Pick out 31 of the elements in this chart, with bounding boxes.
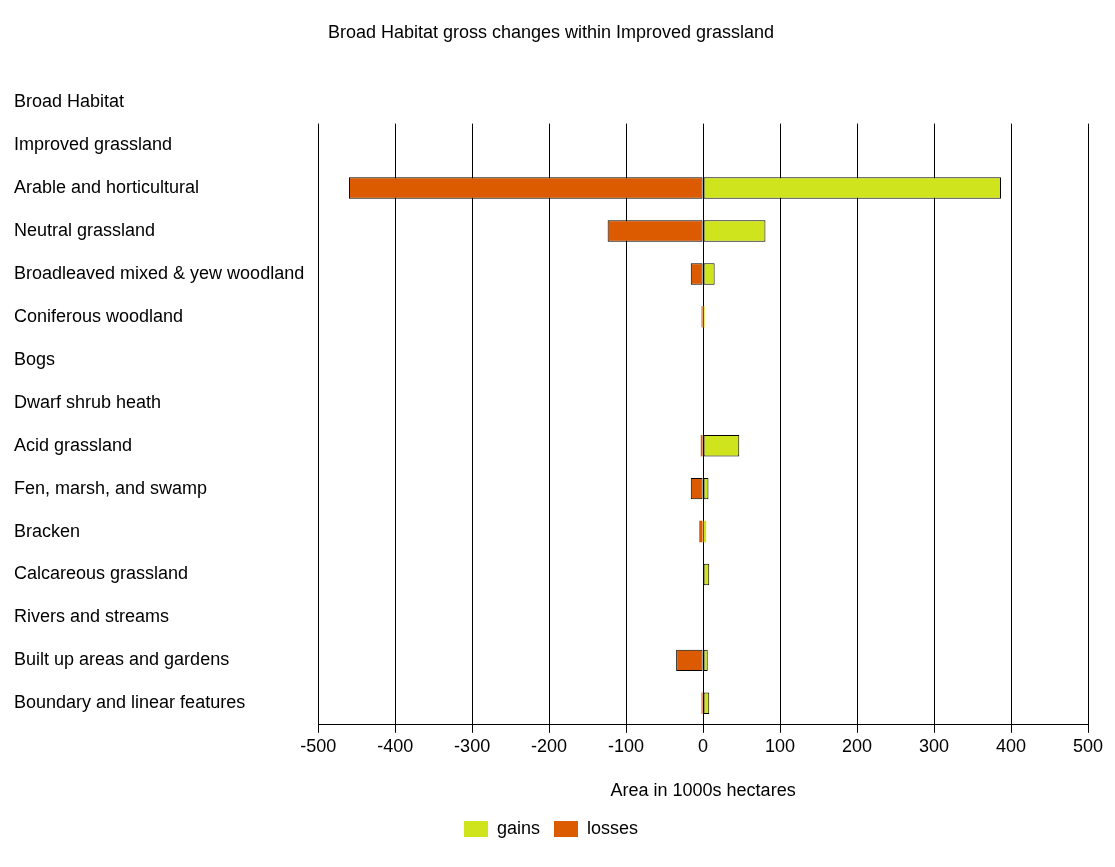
y-tick-label: Broadleaved mixed & yew woodland — [14, 262, 305, 283]
x-tick-label: 400 — [995, 735, 1027, 756]
x-axis-title: Area in 1000s hectares — [610, 780, 796, 801]
x-tick-label: 300 — [919, 735, 950, 756]
y-tick-label: Calcareous grassland — [14, 563, 189, 584]
y-tick-label: Fen, marsh, and swamp — [14, 477, 208, 498]
y-tick-label: Built up areas and gardens — [14, 649, 230, 670]
y-axis-title: Broad Habitat — [14, 91, 125, 112]
y-tick-label: Rivers and streams — [14, 606, 170, 627]
legend-label: losses — [587, 817, 639, 838]
legend-label: gains — [496, 817, 541, 838]
x-tick-label: -400 — [377, 735, 414, 756]
x-tick-label: -300 — [454, 735, 491, 756]
x-tick-label: -200 — [531, 735, 568, 756]
y-tick-label: Bracken — [14, 520, 81, 541]
x-tick-label: 100 — [765, 735, 796, 756]
y-tick-label: Dwarf shrub heath — [14, 391, 162, 412]
x-tick-label: 500 — [1072, 735, 1104, 756]
x-tick-label: 200 — [842, 735, 873, 756]
y-tick-label: Arable and horticultural — [14, 176, 200, 197]
y-tick-label: Bogs — [14, 348, 56, 369]
y-tick-label: Acid grassland — [14, 434, 133, 455]
y-tick-label: Neutral grassland — [14, 219, 156, 240]
bar — [699, 520, 703, 543]
y-tick-label: Boundary and linear features — [14, 692, 246, 713]
chart-title: Broad Habitat gross changes within Improved grassland — [327, 21, 775, 42]
y-tick-label: Coniferous woodland — [14, 305, 184, 326]
y-tick-label: Improved grassland — [14, 134, 173, 155]
x-tick-label: -100 — [608, 735, 645, 756]
x-tick-label: 0 — [698, 735, 709, 756]
x-tick-label: -500 — [300, 735, 337, 756]
